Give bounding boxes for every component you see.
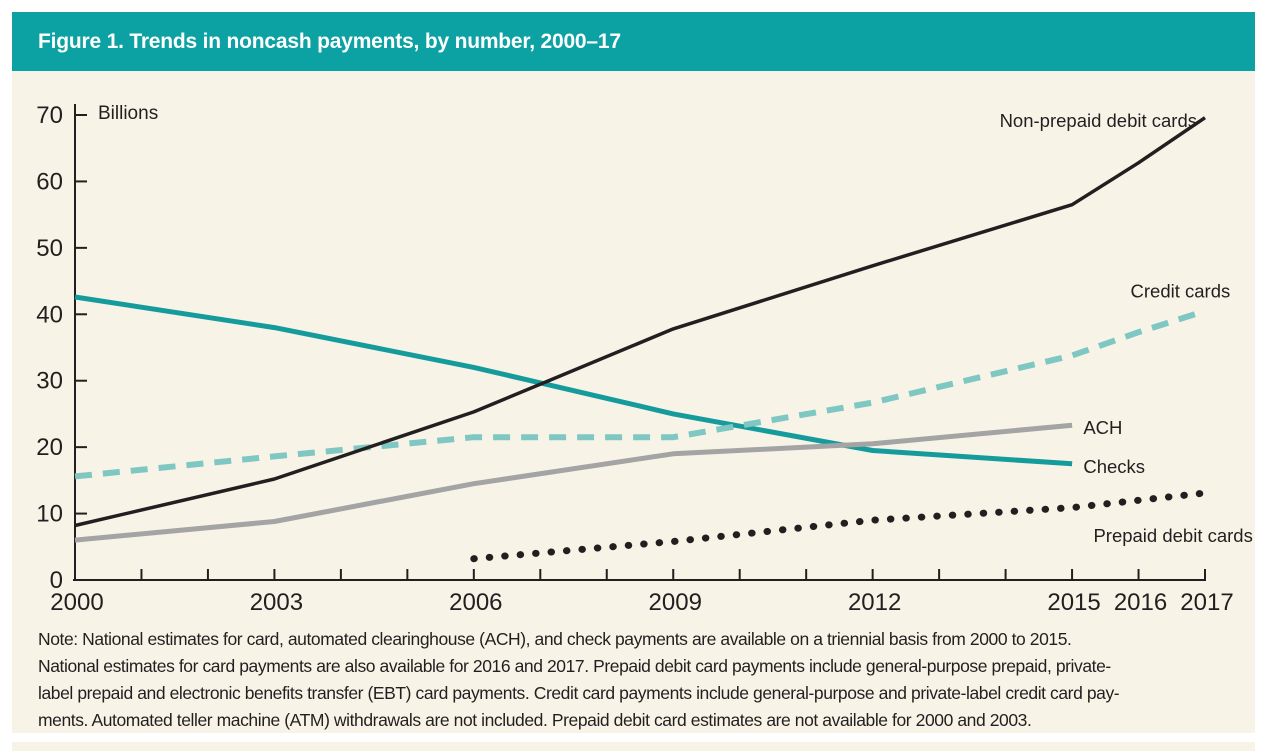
series-label-ach: ACH [1083,417,1122,438]
series-label-non-prepaid-debit-cards: Non-prepaid debit cards [1000,110,1197,131]
x-axis-tick-label: 2016 [1114,589,1167,616]
y-axis-tick-label: 10 [36,501,63,528]
y-axis-tick-label: 50 [36,235,63,262]
y-axis-tick-label: 0 [50,567,63,594]
y-axis-unit-label: Billions [98,103,158,124]
note-line: label prepaid and electronic benefits tr… [38,683,1120,703]
series-label-credit-cards: Credit cards [1131,281,1231,302]
y-axis-tick-label: 20 [36,434,63,461]
line-chart: 0 10 20 30 40 50 60 70 2000 2003 2006 2009 2012 2015 2… [36,102,1253,616]
next-section-strip [12,742,1255,751]
y-axis-tick-label: 60 [36,168,63,195]
series-label-prepaid-debit-cards: Prepaid debit cards [1093,525,1252,546]
x-axis-tick-label: 2012 [848,589,901,616]
figure-title-bar: Figure 1. Trends in noncash payments, by… [12,12,1255,71]
figure-note: Note: National estimates for card, autom… [38,626,1248,734]
note-line: National estimates for card payments are… [38,656,1111,676]
series-line-checks [74,294,1073,467]
x-axis-tick-label: 2006 [449,589,502,616]
x-axis-tick-label: 2009 [649,589,702,616]
note-line: Note: National estimates for card, autom… [38,629,1072,649]
figure-title: Figure 1. Trends in noncash payments, by… [38,29,621,53]
y-axis-tick-label: 30 [36,368,63,395]
series-line-non-prepaid-debit-cards [74,116,1206,528]
x-axis-tick-label: 2015 [1047,589,1100,616]
figure-panel: 0 10 20 30 40 50 60 70 2000 2003 2006 2009 2012 2015 2… [12,71,1255,733]
series-line-ach [74,422,1073,543]
x-axis-tick-label: 2017 [1180,589,1233,616]
series-label-checks: Checks [1083,456,1145,477]
x-axis-tick-label: 2000 [50,589,103,616]
y-axis-tick-label: 70 [36,102,63,129]
series-line-prepaid-debit-cards [470,489,1209,563]
note-line: ments. Automated teller machine (ATM) wi… [38,710,1032,730]
x-axis-tick-label: 2003 [250,589,303,616]
series-line-credit-cards [74,308,1206,480]
y-axis-tick-label: 40 [36,301,63,328]
